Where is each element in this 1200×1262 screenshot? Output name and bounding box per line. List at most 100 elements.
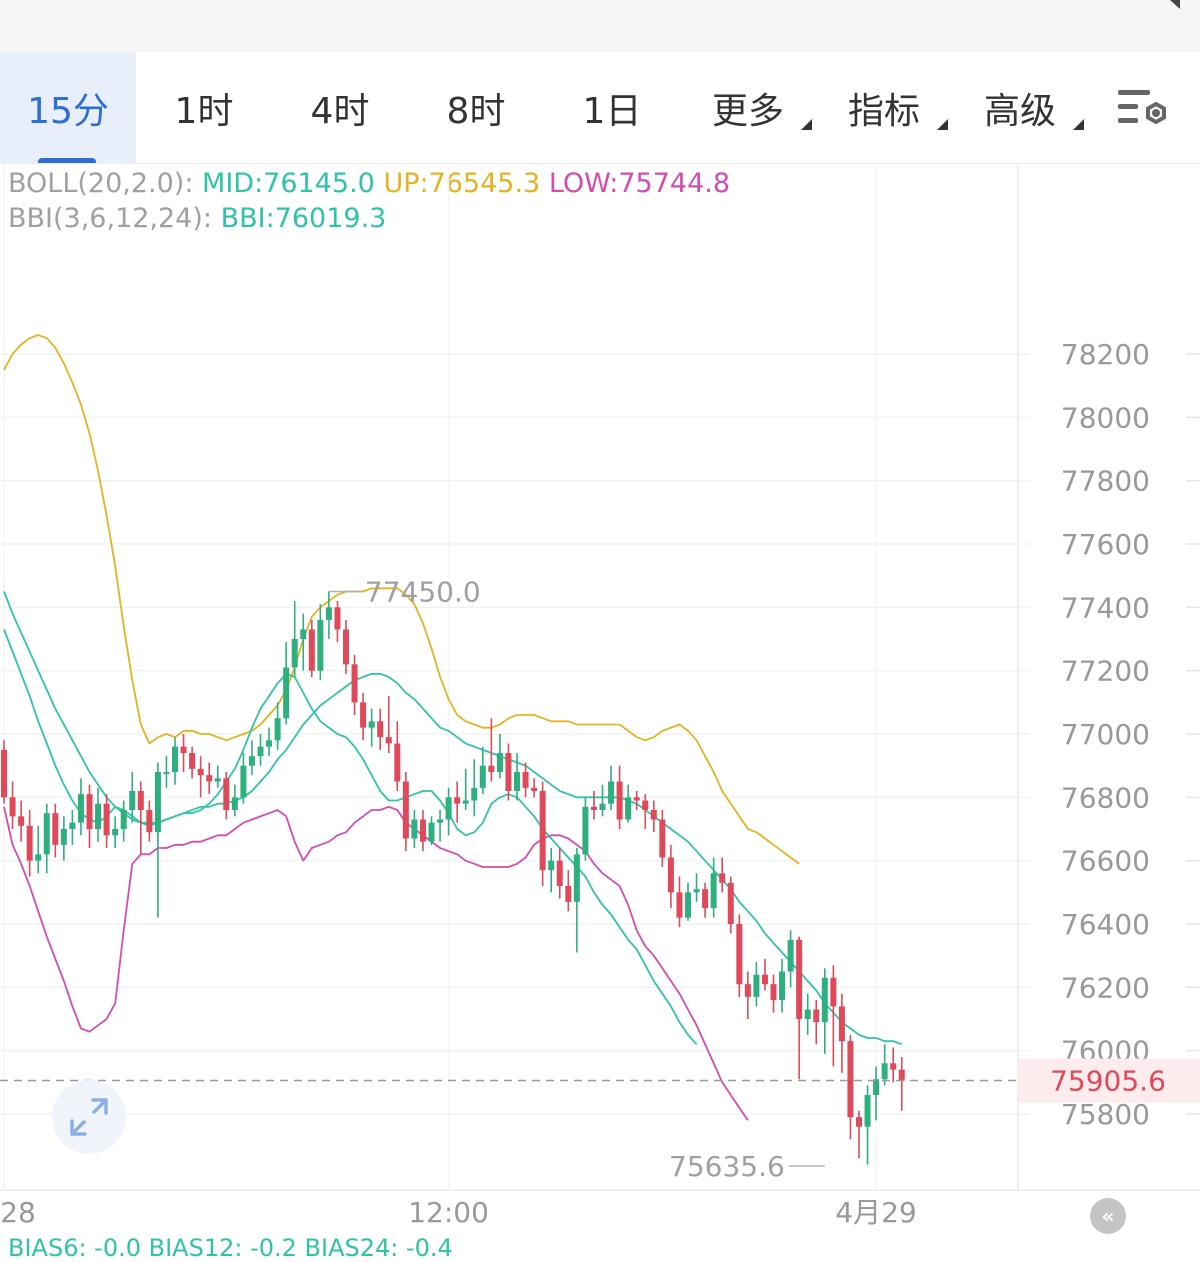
tab-advanced[interactable]: 高级: [952, 52, 1088, 164]
candle-body: [223, 778, 230, 810]
corner-marker-icon: [1170, 0, 1180, 9]
tab-more[interactable]: 更多: [680, 52, 816, 164]
candle-body: [172, 746, 178, 772]
y-tick-label: 76800: [1061, 781, 1150, 814]
candle-body: [214, 778, 221, 782]
candle-body: [471, 787, 478, 801]
tab-8h[interactable]: 8时: [408, 52, 544, 164]
candle-body: [856, 1117, 862, 1127]
tab-label: 15分: [27, 91, 109, 132]
y-tick-label: 77400: [1061, 591, 1150, 624]
status-strip: [0, 0, 1200, 52]
candle-body: [360, 702, 367, 728]
boll-line: BOLL(20,2.0): MID:76145.0 UP:76545.3 LOW…: [8, 166, 730, 201]
candle-body: [411, 819, 418, 839]
candle-body: [736, 924, 743, 985]
candle-body: [154, 772, 161, 833]
tab-label: 1日: [582, 91, 642, 132]
candle-body: [120, 810, 127, 829]
tab-label: 1时: [174, 91, 234, 132]
bbi-value: BBI:76019.3: [220, 203, 387, 234]
candle-body: [428, 822, 435, 842]
y-tick-label: 77200: [1061, 655, 1150, 688]
candle-body: [838, 1006, 845, 1042]
candle-body: [890, 1063, 897, 1070]
candle-body: [1, 749, 7, 798]
candle-body: [317, 620, 324, 671]
tab-1h[interactable]: 1时: [136, 52, 272, 164]
bbi-line: BBI(3,6,12,24): BBI:76019.3: [8, 201, 730, 236]
candle-body: [573, 854, 580, 902]
candle-body: [659, 819, 666, 858]
candle-body: [18, 816, 25, 826]
min-price-label: 75635.6: [669, 1150, 785, 1183]
x-tick-label: 4月29: [835, 1196, 916, 1229]
y-tick-label: 78000: [1061, 401, 1150, 434]
candle-body: [103, 803, 110, 836]
candle-body: [231, 797, 238, 810]
indicator-legend: BOLL(20,2.0): MID:76145.0 UP:76545.3 LOW…: [8, 166, 730, 236]
candle-body: [830, 977, 837, 1007]
boll-low-value: LOW:75744.8: [548, 168, 731, 199]
tab-1d[interactable]: 1日: [544, 52, 680, 164]
expand-chart-button[interactable]: [52, 1080, 126, 1154]
candle-body: [368, 721, 375, 728]
tab-label: 指标: [847, 91, 920, 132]
candle-body: [761, 974, 768, 985]
candle-body: [625, 797, 632, 820]
candle-body: [129, 791, 136, 810]
candle-body: [291, 639, 298, 668]
tab-15min[interactable]: 15分: [0, 52, 136, 164]
candle-body: [437, 819, 444, 823]
candle-body: [804, 1009, 811, 1019]
expand-icon: [70, 1098, 108, 1136]
candle-body: [633, 797, 640, 801]
candle-body: [189, 753, 196, 769]
candle-body: [300, 629, 307, 639]
candle-body: [796, 939, 803, 1019]
candle-body: [283, 667, 290, 719]
candle-body: [744, 984, 751, 997]
series-line-upper: [3, 334, 800, 865]
tab-indicators[interactable]: 指标: [816, 52, 952, 164]
candle-body: [488, 765, 495, 772]
dropdown-caret-icon: [937, 119, 948, 130]
candle-body: [590, 806, 597, 810]
candle-body: [522, 772, 529, 788]
candle-body: [779, 971, 786, 1000]
candle-body: [898, 1069, 905, 1081]
x-tick-label: 12:00: [408, 1196, 489, 1229]
candle-body: [95, 803, 102, 829]
dropdown-caret-icon: [801, 119, 812, 130]
scroll-to-latest-button[interactable]: «: [1090, 1198, 1126, 1234]
y-tick-label: 77000: [1061, 718, 1150, 751]
candle-body: [505, 753, 512, 791]
candle-body: [821, 977, 828, 1023]
boll-label: BOLL(20,2.0):: [8, 168, 194, 199]
y-tick-label: 78200: [1061, 338, 1150, 371]
tab-4h[interactable]: 4时: [272, 52, 408, 164]
candle-body: [667, 857, 674, 893]
candle-body: [514, 772, 520, 791]
y-tick-label: 77800: [1061, 465, 1150, 498]
chart-settings-button[interactable]: [1088, 52, 1200, 164]
candle-body: [770, 984, 777, 1000]
candle-body: [873, 1079, 880, 1095]
candle-body: [52, 813, 59, 845]
candle-body: [137, 791, 144, 810]
candle-body: [325, 607, 332, 620]
candle-body: [642, 800, 649, 810]
candle-body: [385, 737, 392, 744]
candlestick-chart[interactable]: 78200 78000 77800 77600 77400 77200 77000 76800…: [0, 165, 1200, 1233]
candle-body: [163, 772, 170, 774]
chart-settings-icon: [1118, 90, 1166, 125]
last-price-tag-bg: [1018, 1058, 1200, 1103]
candle-body: [60, 829, 67, 845]
tab-label: 8时: [446, 91, 506, 132]
candle-body: [248, 756, 255, 766]
candle-body: [454, 797, 461, 804]
tab-label: 4时: [310, 91, 370, 132]
candle-body: [445, 797, 452, 820]
candle-body: [565, 886, 572, 902]
candle-body: [146, 810, 153, 833]
